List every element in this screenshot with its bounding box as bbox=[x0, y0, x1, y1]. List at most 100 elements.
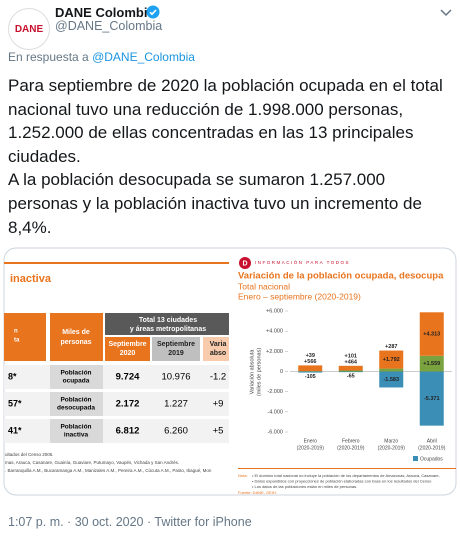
column-header-cell bbox=[152, 337, 200, 361]
x-tick-sublabel: (2020-2019) bbox=[297, 445, 325, 451]
cell-value: -1.2 bbox=[210, 372, 226, 383]
footnote: mas, Arauca, Casanare, Guainía, Guaviare… bbox=[5, 460, 179, 465]
column-header: 2019 bbox=[168, 350, 184, 357]
chart-title: Variación de la población ocupada, desoc… bbox=[238, 271, 444, 282]
x-tick-label: Febrero bbox=[342, 438, 360, 444]
y-tick-label: -6.000 bbox=[267, 429, 283, 435]
y-tick-label: -2.000 bbox=[267, 389, 283, 395]
cell-value: +5 bbox=[213, 426, 224, 437]
column-header: abso bbox=[210, 350, 226, 357]
value-label: +566 bbox=[304, 359, 316, 365]
row-label: desocupada bbox=[57, 405, 95, 412]
source: Fuente: DANE, GEIH. bbox=[238, 490, 277, 495]
logo: D bbox=[242, 260, 247, 267]
y-tick-label: +2.000 bbox=[266, 349, 283, 355]
bar-segment bbox=[298, 365, 323, 372]
column-header: Varia bbox=[210, 341, 227, 348]
row-label: Población bbox=[60, 397, 91, 404]
note: Nota: bbox=[238, 473, 248, 478]
cell-value: 1.227 bbox=[164, 399, 188, 410]
chart-subtitle: Enero – septiembre (2020-2019) bbox=[238, 291, 361, 301]
cell-value: 10.976 bbox=[161, 372, 190, 383]
value-label: +4.313 bbox=[423, 331, 440, 337]
cut-header: n bbox=[14, 329, 18, 335]
bar-segment bbox=[338, 371, 363, 373]
cut-value: 8* bbox=[8, 371, 17, 381]
cut-header: ta bbox=[14, 338, 20, 344]
column-header-cell bbox=[203, 337, 229, 361]
cell-value: 6.812 bbox=[116, 426, 140, 437]
cell-value: 6.260 bbox=[164, 426, 188, 437]
row-label-cell bbox=[50, 392, 103, 416]
column-header: 2020 bbox=[120, 350, 136, 357]
cut-value: 41* bbox=[8, 425, 22, 435]
legend-swatch bbox=[413, 456, 418, 461]
y-tick-label: 0 bbox=[280, 369, 283, 375]
bar-segment bbox=[379, 371, 404, 388]
row-label-cell bbox=[50, 365, 103, 389]
footnote: ultados del Censo 2005. bbox=[5, 452, 54, 457]
chart-image[interactable]: D INFORMACIÓN PARA TODOS Variación de la… bbox=[238, 257, 456, 495]
bar-segment bbox=[338, 370, 363, 372]
row-band bbox=[4, 419, 229, 443]
column-header: Septiembre bbox=[157, 341, 195, 348]
table-title: inactiva bbox=[10, 273, 52, 285]
reply-prefix: En respuesta a bbox=[8, 50, 89, 64]
avatar[interactable]: DANE bbox=[8, 8, 50, 50]
x-tick-label: Marzo bbox=[384, 438, 398, 444]
author-name[interactable]: DANE Colombia bbox=[55, 5, 155, 20]
x-tick-sublabel: (2020-2019) bbox=[418, 445, 446, 451]
bar-segment bbox=[419, 355, 444, 372]
banner: INFORMACIÓN PARA TODOS bbox=[255, 259, 350, 265]
bar-segment bbox=[379, 350, 404, 369]
x-tick-sublabel: (2020-2019) bbox=[337, 445, 365, 451]
menu-chevron[interactable] bbox=[440, 8, 452, 18]
group-header: Total 13 ciudades bbox=[139, 317, 197, 324]
bar-segment bbox=[379, 368, 404, 372]
x-tick-label: Enero bbox=[304, 438, 318, 444]
verified-badge bbox=[146, 5, 160, 19]
reply-mention[interactable]: @DANE_Colombia bbox=[92, 50, 195, 64]
group-header: y áreas metropolitanas bbox=[130, 326, 206, 333]
y-tick-label: -4.000 bbox=[267, 409, 283, 415]
x-tick-label: Abril bbox=[427, 438, 437, 444]
row-band bbox=[4, 365, 229, 389]
y-axis-label: (miles de personas) bbox=[256, 348, 262, 396]
cell-value: 2.172 bbox=[116, 399, 140, 410]
bar-segment bbox=[338, 365, 363, 371]
row-band bbox=[4, 392, 229, 416]
timestamp: 1:07 p. m. · 30 oct. 2020 · Twitter for … bbox=[8, 515, 252, 529]
value-label: -105 bbox=[305, 374, 316, 380]
paragraph: Para septiembre de 2020 la población ocu… bbox=[8, 76, 448, 166]
row-label-cell bbox=[50, 419, 103, 443]
column-header-cell bbox=[105, 337, 150, 361]
bar-segment bbox=[419, 371, 444, 426]
value-label: -65 bbox=[347, 374, 355, 380]
row-label: inactiva bbox=[64, 432, 89, 439]
value-label: +1.559 bbox=[423, 361, 440, 367]
note: • Los datos de las poblaciones están en … bbox=[252, 484, 357, 489]
note: • El dominio total nacional no incluye l… bbox=[252, 473, 440, 478]
y-tick-label: +4.000 bbox=[266, 329, 283, 335]
table-image[interactable]: inactiva n ta Miles de personas Total 13… bbox=[4, 262, 233, 473]
value-label: -1.583 bbox=[383, 377, 399, 383]
row-label: Población bbox=[60, 370, 91, 377]
value-label: +39 bbox=[306, 353, 315, 359]
reply-line: En respuesta a @DANE_Colombia bbox=[8, 50, 195, 64]
value-label: +464 bbox=[345, 359, 358, 365]
value-label: +1.792 bbox=[383, 357, 400, 363]
legend-label: Ocupados bbox=[420, 456, 443, 462]
y-tick-label: +6.000 bbox=[266, 308, 283, 314]
cell-value: 9.724 bbox=[116, 372, 140, 383]
tweet-text: Para septiembre de 2020 la población ocu… bbox=[8, 74, 458, 239]
row-label: Población bbox=[60, 424, 91, 431]
bar-segment bbox=[419, 312, 444, 356]
row-label: ocupada bbox=[63, 378, 90, 385]
handle[interactable]: @DANE_Colombia bbox=[55, 19, 163, 33]
y-axis-label: Variación absoluta bbox=[249, 349, 255, 395]
value-label: +287 bbox=[385, 344, 397, 350]
note: • Datos expandidos con proyecciones de p… bbox=[252, 479, 432, 484]
value-label: +101 bbox=[345, 353, 357, 359]
